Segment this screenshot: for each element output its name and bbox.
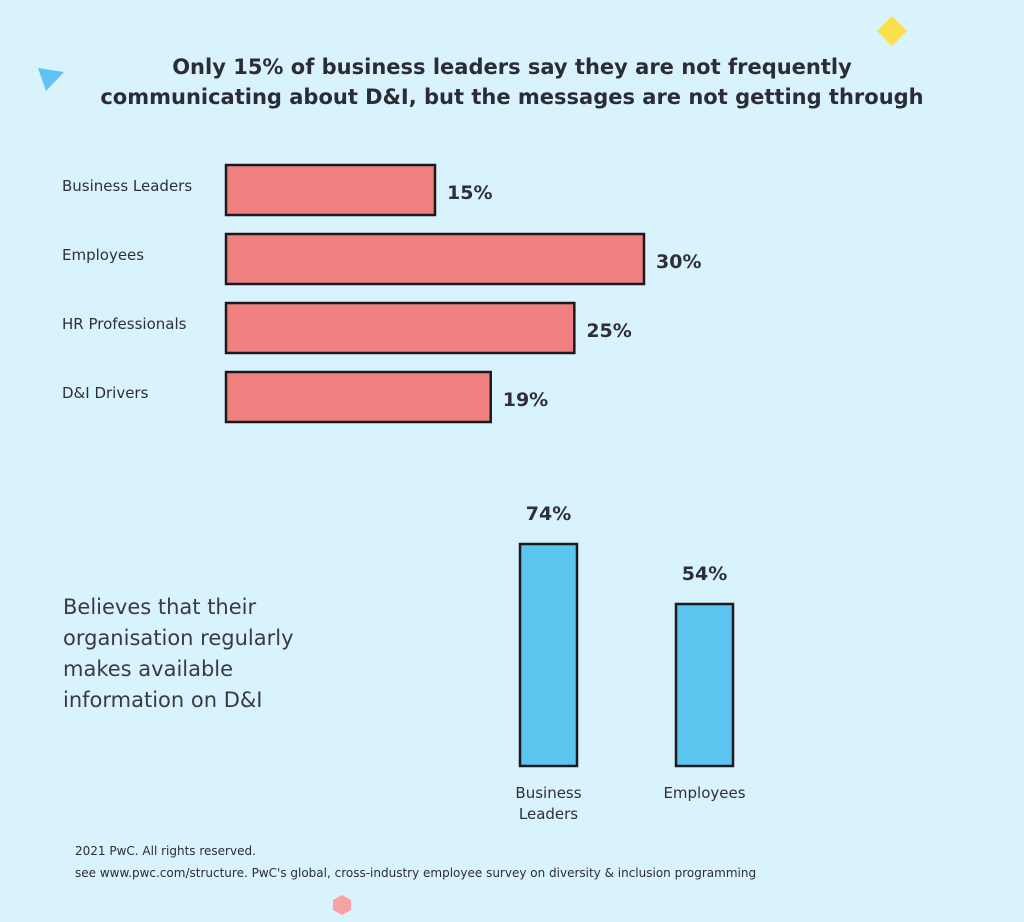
category-label: Employees (62, 246, 144, 264)
footer: 2021 PwC. All rights reserved. see www.p… (75, 840, 756, 884)
bar (224, 370, 492, 424)
side-note-line: organisation regularly (63, 626, 294, 650)
category-label: Business Leaders (515, 784, 581, 823)
blue-triangle-icon (38, 68, 64, 91)
value-label: 19% (503, 389, 548, 411)
side-note-line: information on D&I (63, 688, 263, 712)
value-label: 15% (447, 182, 492, 204)
category-label: Employees (663, 784, 745, 802)
side-note-line: makes available (63, 657, 234, 681)
source-text: see www.pwc.com/structure. PwC's global,… (75, 866, 757, 880)
title-line-1: Only 15% of business leaders say they ar… (172, 55, 852, 79)
chart-title: Only 15% of business leaders say they ar… (40, 52, 984, 112)
category-label: HR Professionals (62, 315, 187, 333)
value-label: 30% (656, 251, 701, 273)
side-note-line: Believes that their (63, 595, 257, 619)
yellow-diamond-icon (877, 16, 907, 46)
copyright-text: 2021 PwC. All rights reserved. (75, 844, 256, 858)
bar (224, 163, 437, 217)
bar (224, 232, 646, 286)
value-label: 25% (586, 320, 631, 342)
value-label: 54% (682, 563, 727, 585)
value-label: 74% (526, 503, 571, 525)
bar (224, 301, 576, 355)
bar (518, 542, 579, 768)
vertical-chart-description: Believes that their organisation regular… (63, 592, 363, 716)
title-line-2: communicating about D&I, but the message… (100, 85, 924, 109)
pink-hexagon-icon (333, 895, 351, 915)
category-label: Business Leaders (62, 177, 192, 195)
category-label: D&I Drivers (62, 384, 149, 402)
bar (674, 602, 735, 768)
horizontal-bar-chart: Business Leaders 15% Employees 30% HR Profes… (62, 163, 701, 424)
